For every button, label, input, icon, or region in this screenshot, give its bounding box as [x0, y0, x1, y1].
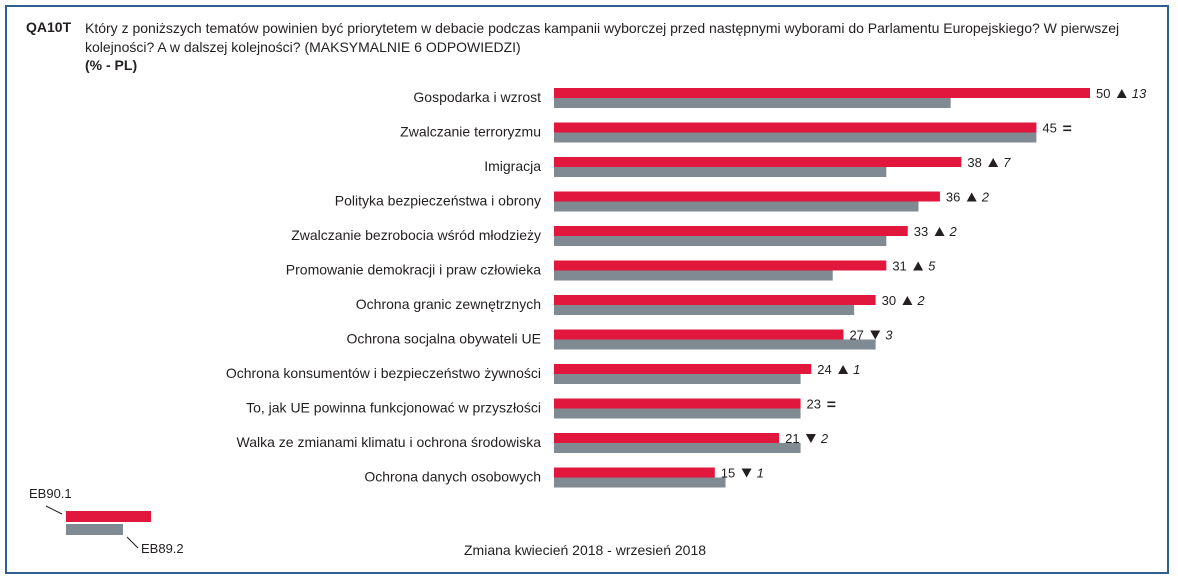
bar-eb90-1: [554, 467, 715, 478]
change-value: 1: [853, 362, 860, 377]
value-label: 23: [807, 397, 821, 412]
change-value: 5: [928, 259, 936, 274]
up-triangle-icon: [902, 296, 913, 305]
category-label: Ochrona granic zewnętrznych: [356, 296, 541, 312]
bar-eb90-1: [554, 433, 780, 443]
legend-swatch-eb89-2: [66, 524, 123, 535]
category-label: Ochrona socjalna obywateli UE: [346, 331, 541, 347]
category-label: Imigracja: [484, 158, 541, 174]
change-value: 2: [981, 190, 990, 205]
bar-eb89-2: [554, 305, 855, 315]
bar-eb89-2: [554, 374, 801, 384]
bar-eb90-1: [554, 122, 1037, 133]
change-value: 2: [820, 431, 829, 446]
category-label: Walka ze zmianami klimatu i ochrona środ…: [237, 434, 542, 450]
legend-leader: [45, 505, 63, 515]
category-label: To, jak UE powinna funkcjonować w przysz…: [246, 400, 541, 416]
change-value: 3: [885, 328, 893, 343]
category-label: Zwalczanie bezrobocia wśród młodzieży: [291, 227, 541, 243]
chart-frame: [5, 5, 1169, 574]
bar-eb89-2: [554, 339, 876, 350]
category-label: Zwalczanie terroryzmu: [400, 124, 541, 140]
value-label: 33: [914, 224, 928, 239]
category-label: Ochrona danych osobowych: [364, 469, 541, 485]
equal-icon: [827, 405, 836, 408]
change-value: 2: [916, 293, 925, 308]
up-triangle-icon: [988, 158, 999, 167]
value-label: 36: [946, 190, 960, 205]
category-label: Polityka bezpieczeństwa i obrony: [335, 193, 541, 209]
up-triangle-icon: [1116, 89, 1127, 98]
category-label: Gospodarka i wzrost: [413, 89, 541, 105]
question-code: QA10T: [26, 19, 72, 35]
equal-icon: [1063, 125, 1072, 128]
change-value: 7: [1003, 155, 1011, 170]
value-label: 50: [1096, 86, 1110, 101]
up-triangle-icon: [934, 227, 945, 236]
value-label: 30: [882, 293, 896, 308]
change-value: 2: [949, 224, 958, 239]
down-triangle-icon: [805, 434, 816, 443]
footer-note: Zmiana kwiecień 2018 - wrzesień 2018: [464, 542, 707, 558]
bar-eb90-1: [554, 226, 908, 236]
category-label: Ochrona konsumentów i bezpieczeństwo żyw…: [226, 365, 541, 381]
value-label: 31: [892, 259, 906, 274]
bar-eb89-2: [554, 270, 833, 281]
bar-eb89-2: [554, 132, 1037, 143]
bar-eb90-1: [554, 260, 887, 271]
bar-eb90-1: [554, 364, 812, 374]
legend-label-eb89-2: EB89.2: [141, 541, 184, 556]
down-triangle-icon: [741, 468, 752, 478]
legend-leader: [126, 536, 139, 549]
category-label: Promowanie demokracji i praw człowieka: [286, 262, 541, 278]
down-triangle-icon: [870, 330, 881, 340]
bar-eb90-1: [554, 191, 940, 202]
legend-swatch-eb90-1: [66, 511, 151, 522]
value-label: 21: [785, 431, 799, 446]
change-value: 1: [757, 466, 764, 481]
bar-eb90-1: [554, 398, 801, 409]
legend-label-eb90-1: EB90.1: [29, 486, 72, 501]
value-label: 24: [817, 362, 831, 377]
up-triangle-icon: [838, 365, 849, 374]
bar-eb89-2: [554, 236, 887, 246]
bar-eb89-2: [554, 408, 801, 419]
up-triangle-icon: [913, 261, 924, 271]
question-text: Który z poniższych tematów powinien być …: [85, 20, 1120, 55]
bar-eb90-1: [554, 295, 876, 305]
bar-eb89-2: [554, 167, 887, 177]
bar-eb89-2: [554, 477, 726, 488]
equal-icon: [1063, 129, 1072, 132]
equal-icon: [827, 401, 836, 404]
up-triangle-icon: [966, 192, 977, 202]
bar-eb89-2: [554, 201, 919, 212]
value-label: 45: [1042, 121, 1056, 136]
value-label: 38: [967, 155, 981, 170]
value-label: 15: [721, 466, 735, 481]
bar-eb90-1: [554, 157, 962, 167]
bar-eb90-1: [554, 329, 844, 340]
bar-eb89-2: [554, 443, 801, 453]
unit-label: (% - PL): [85, 57, 138, 73]
value-label: 27: [849, 328, 863, 343]
bar-eb90-1: [554, 88, 1090, 98]
change-value: 13: [1132, 86, 1147, 101]
bar-eb89-2: [554, 98, 951, 108]
